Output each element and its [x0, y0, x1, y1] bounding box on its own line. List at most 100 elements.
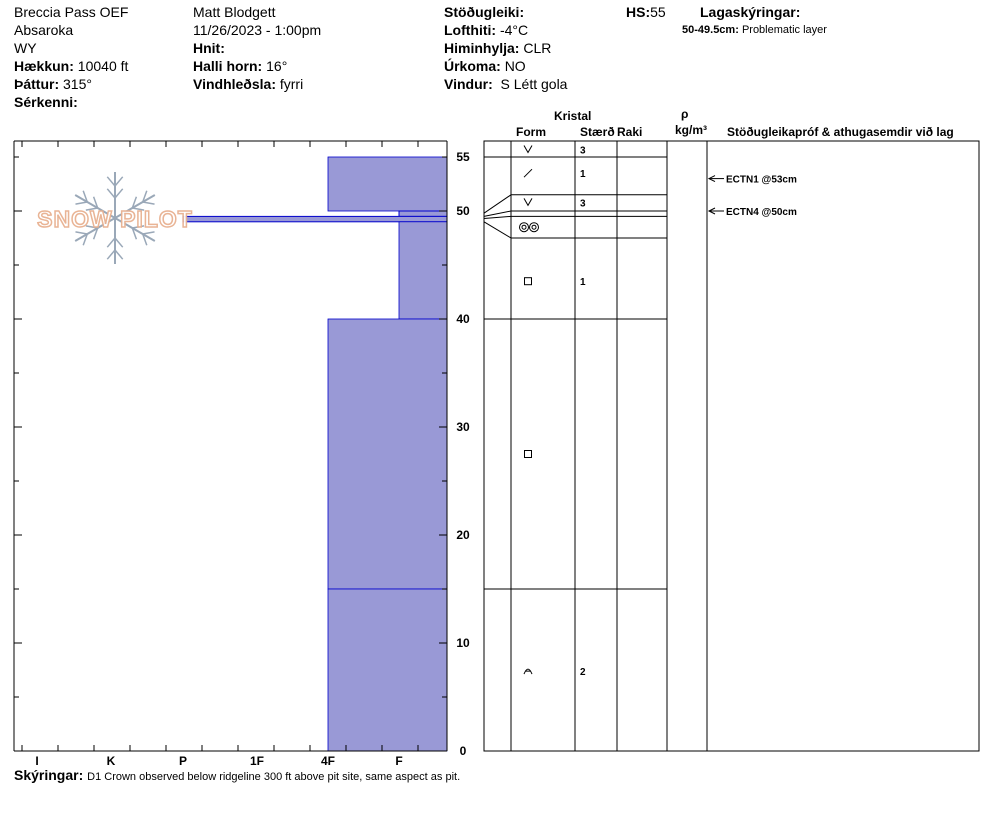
elevation: Hækkun: 10040 ft: [14, 57, 128, 75]
wind-loading: Vindhleðsla: fyrri: [193, 75, 303, 93]
snowflake-branch: [106, 176, 116, 187]
snowflake-branch: [85, 225, 98, 229]
hardness-bar: [182, 215, 448, 223]
depth-tick-label: 10: [456, 636, 470, 650]
snowflake-branch: [114, 188, 124, 199]
snowflake-branch: [75, 201, 88, 205]
precip-label: Úrkoma:: [444, 58, 501, 74]
snowflake-branch: [132, 225, 145, 229]
test-arrowhead: [707, 207, 716, 215]
wind-label: Vindur:: [444, 76, 493, 92]
layer-table-frame: [483, 140, 980, 752]
arch-mark: [523, 668, 533, 675]
precipitation: Úrkoma: NO: [444, 57, 526, 75]
slope-value: 16°: [266, 58, 288, 74]
test-arrowhead: [707, 175, 716, 183]
square-mark: [524, 450, 532, 458]
arch-icon: [523, 668, 533, 675]
slash-mark: [523, 168, 533, 178]
snowflake-arm: [74, 217, 116, 242]
snow-height: HS:55: [626, 3, 666, 21]
hardness-tick-label: F: [395, 754, 402, 768]
inner-circle: [531, 224, 537, 230]
slope-angle: Halli horn: 16°: [193, 57, 287, 75]
air-temperature: Lofthiti: -4°C: [444, 21, 528, 39]
snowflake-branch: [106, 249, 116, 260]
snowflake-branch: [82, 233, 88, 246]
snowflake-branch: [142, 201, 155, 205]
depth-tick-label: 20: [456, 528, 470, 542]
windload-value: fyrri: [279, 76, 304, 92]
outer-circle: [529, 222, 539, 233]
square-icon: [524, 277, 532, 286]
hardness-bar: [398, 210, 448, 217]
snowflake-branch: [92, 196, 99, 209]
snowflake-arm: [74, 194, 116, 219]
rho-header: ρ: [681, 107, 689, 121]
snowflake-arm: [114, 217, 156, 242]
sky-label: Himinhylja:: [444, 40, 520, 56]
wind-value: S Létt gola: [500, 76, 568, 92]
snowflake-arm: [114, 194, 156, 219]
sky-value: CLR: [523, 40, 552, 56]
snowflake-branch: [114, 176, 124, 187]
coords-label: Hnit:: [193, 40, 225, 56]
hardness-bar: [327, 318, 448, 590]
layer-note-range: 50-49.5cm:: [682, 24, 739, 36]
grain-size: 1: [580, 169, 586, 180]
grain-size: 2: [580, 667, 586, 678]
snowpilot-watermark: SNOW PILOT: [36, 172, 193, 264]
square-icon: [524, 450, 532, 458]
hs-label: HS:: [626, 4, 651, 20]
sky-cover: Himinhylja: CLR: [444, 39, 551, 57]
snowflake-branch: [142, 231, 155, 235]
depth-tick-label: 55: [456, 150, 470, 164]
snowflake-branch: [142, 190, 148, 203]
snowflake-branch: [142, 233, 148, 246]
layer-notes-label: Lagaskýringar:: [700, 4, 801, 20]
precip-value: NO: [504, 58, 526, 74]
inner-circle: [521, 224, 527, 230]
hardness-tick-label: I: [35, 754, 38, 768]
comments-text: D1 Crown observed below ridgeline 300 ft…: [87, 771, 461, 783]
snowflake-branch: [106, 188, 116, 199]
v-icon: [523, 145, 533, 154]
crystal-header: Kristal: [554, 109, 592, 123]
features-label: Sérkenni:: [14, 94, 78, 110]
hardness-bar: [327, 588, 448, 752]
observation-datetime: 11/26/2023 - 1:00pm: [193, 22, 322, 38]
snowpilot-logo-text: SNOW PILOT: [37, 206, 193, 232]
form-header: Form: [516, 125, 546, 139]
aspect-label: Þáttur:: [14, 76, 60, 92]
snowflake-branch: [82, 190, 88, 203]
slash-icon: [523, 168, 533, 178]
wind: Vindur: S Létt gola: [444, 75, 567, 93]
layer-connector: [483, 221, 512, 239]
v-mark: [523, 145, 533, 154]
location-name: Breccia Pass OEF: [14, 4, 129, 20]
snowflake-branch: [132, 207, 145, 211]
snowflake-branch: [114, 237, 124, 248]
depth-tick-label: 30: [456, 420, 470, 434]
outer-circle: [519, 222, 529, 233]
depth-tick-label: 0: [460, 744, 467, 758]
depth-tick-label: 40: [456, 312, 470, 326]
airtemp-value: -4°C: [499, 22, 529, 38]
observer-name: Matt Blodgett: [193, 4, 276, 20]
depth-tick-label: 50: [456, 204, 470, 218]
aspect: Þáttur: 315°: [14, 75, 92, 93]
state: WY: [14, 40, 37, 56]
comments-label: Skýringar:: [14, 767, 84, 783]
snowflake-branch: [75, 231, 88, 235]
tests-header: Stöðugleikapróf & athugasemdir við lag: [727, 125, 954, 139]
test-result: ECTN1 @53cm: [726, 175, 797, 186]
snowflake-branch: [85, 207, 98, 211]
snowflake-branch: [92, 227, 99, 240]
grain-size: 3: [580, 198, 586, 209]
grain-size: 1: [580, 277, 586, 288]
layer-connector: [483, 215, 512, 220]
moisture-header: Raki: [617, 125, 643, 139]
windload-label: Vindhleðsla:: [193, 76, 276, 92]
snowflake-branch: [131, 196, 138, 209]
